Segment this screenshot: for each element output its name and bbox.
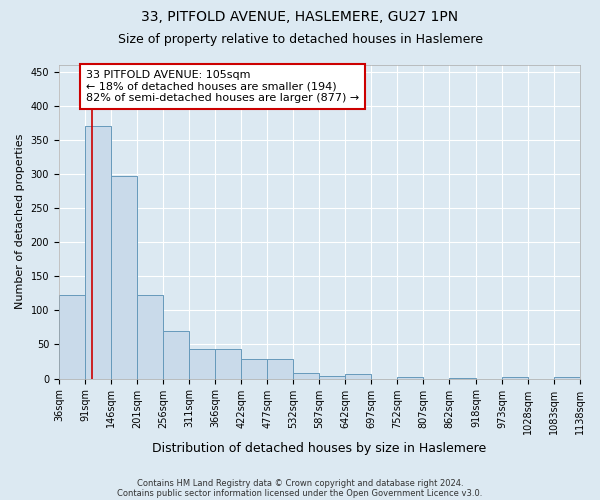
Bar: [189, 350, 215, 378]
Bar: [163, 331, 189, 378]
X-axis label: Distribution of detached houses by size in Haslemere: Distribution of detached houses by size …: [152, 442, 487, 455]
Bar: [293, 373, 319, 378]
Text: 33 PITFOLD AVENUE: 105sqm
← 18% of detached houses are smaller (194)
82% of semi: 33 PITFOLD AVENUE: 105sqm ← 18% of detac…: [86, 70, 359, 103]
Bar: [554, 377, 580, 378]
Bar: [85, 126, 111, 378]
Bar: [111, 176, 137, 378]
Bar: [268, 360, 293, 378]
Text: 33, PITFOLD AVENUE, HASLEMERE, GU27 1PN: 33, PITFOLD AVENUE, HASLEMERE, GU27 1PN: [142, 10, 458, 24]
Bar: [215, 350, 241, 378]
Bar: [346, 374, 371, 378]
Bar: [137, 296, 163, 378]
Bar: [319, 376, 346, 378]
Text: Size of property relative to detached houses in Haslemere: Size of property relative to detached ho…: [118, 32, 482, 46]
Bar: [59, 296, 85, 378]
Bar: [397, 377, 424, 378]
Text: Contains HM Land Registry data © Crown copyright and database right 2024.: Contains HM Land Registry data © Crown c…: [137, 478, 463, 488]
Text: Contains public sector information licensed under the Open Government Licence v3: Contains public sector information licen…: [118, 488, 482, 498]
Y-axis label: Number of detached properties: Number of detached properties: [15, 134, 25, 310]
Bar: [502, 377, 528, 378]
Bar: [241, 360, 268, 378]
